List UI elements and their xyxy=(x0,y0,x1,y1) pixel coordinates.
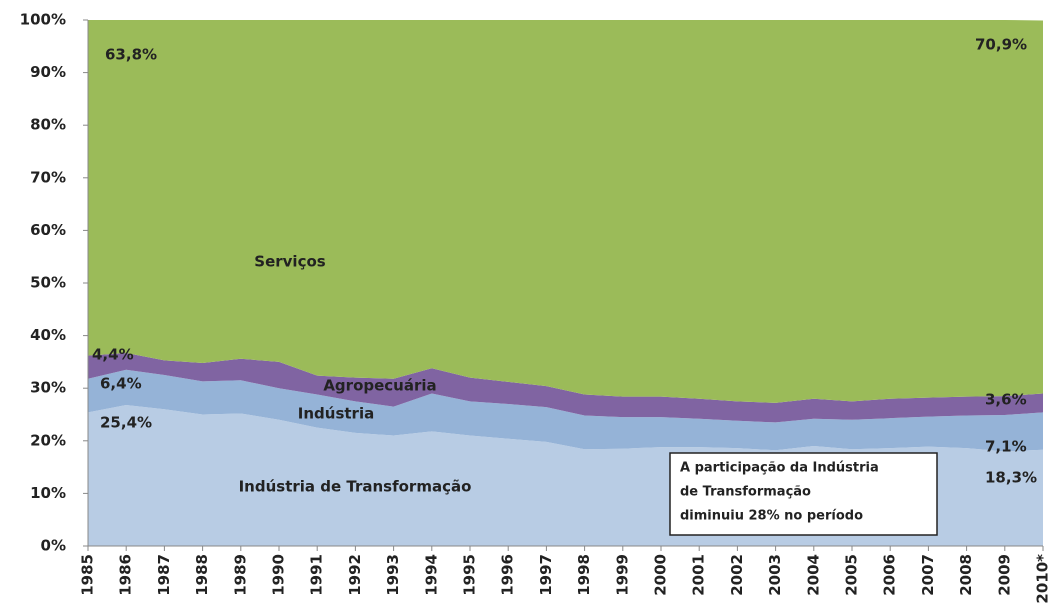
x-tick-label: 2005 xyxy=(843,554,861,596)
x-tick-label: 1991 xyxy=(308,554,326,596)
x-tick-label: 2009 xyxy=(995,554,1013,596)
x-tick-label: 1993 xyxy=(384,554,402,596)
x-tick-label: 2003 xyxy=(766,554,784,596)
value-label: 25,4% xyxy=(100,414,152,432)
x-tick-label: 2004 xyxy=(804,554,822,596)
annotation-text: diminuiu 28% no período xyxy=(680,509,863,524)
value-label: 4,4% xyxy=(92,346,134,364)
y-tick-label: 60% xyxy=(30,221,66,239)
value-label: 3,6% xyxy=(985,391,1027,409)
y-tick-label: 100% xyxy=(20,11,66,29)
x-tick-label: 1996 xyxy=(499,554,517,596)
x-tick-label: 1988 xyxy=(193,554,211,596)
y-tick-label: 90% xyxy=(30,63,66,81)
x-tick-label: 1986 xyxy=(117,554,135,596)
x-tick-label: 1998 xyxy=(575,554,593,596)
y-tick-label: 50% xyxy=(30,274,66,292)
x-tick-label: 1995 xyxy=(461,554,479,596)
value-label: 63,8% xyxy=(105,46,157,64)
annotation-text: A participação da Indústria xyxy=(680,461,879,476)
x-tick-label: 1997 xyxy=(537,554,555,596)
x-tick-label: 2000 xyxy=(652,554,670,596)
area xyxy=(88,20,1043,403)
y-tick-label: 30% xyxy=(30,379,66,397)
x-tick-label: 2008 xyxy=(957,554,975,596)
x-tick-label: 1994 xyxy=(422,554,440,596)
value-label: 6,4% xyxy=(100,375,142,393)
x-tick-label: 2007 xyxy=(919,554,937,596)
x-tick-label: 1989 xyxy=(231,554,249,596)
x-tick-label: 1992 xyxy=(346,554,364,596)
area xyxy=(88,352,1043,423)
area xyxy=(88,369,1043,452)
x-tick-label: 1985 xyxy=(79,554,97,596)
value-label: 7,1% xyxy=(985,438,1027,456)
y-tick-label: 0% xyxy=(41,537,66,555)
y-tick-label: 70% xyxy=(30,168,66,186)
y-tick-label: 10% xyxy=(30,484,66,502)
x-tick-label: 2002 xyxy=(728,554,746,596)
annotation-text: de Transformação xyxy=(680,485,811,500)
series-label: Serviços xyxy=(254,253,325,271)
x-tick-label: 1990 xyxy=(270,554,288,596)
y-tick-label: 80% xyxy=(30,116,66,134)
series-label: Indústria de Transformação xyxy=(239,478,472,496)
y-tick-label: 40% xyxy=(30,326,66,344)
y-tick-label: 20% xyxy=(30,431,66,449)
series-label: Agropecuária xyxy=(323,377,436,395)
x-tick-label: 1999 xyxy=(613,554,631,596)
x-tick-label: 2006 xyxy=(881,554,899,596)
series-label: Indústria xyxy=(298,405,374,423)
value-label: 70,9% xyxy=(975,36,1027,54)
annotation-box xyxy=(669,452,938,536)
value-label: 18,3% xyxy=(985,469,1037,487)
x-tick-label: 2001 xyxy=(690,554,708,596)
x-tick-label: 1987 xyxy=(155,554,173,596)
x-tick-label: 2010* xyxy=(1034,554,1049,604)
